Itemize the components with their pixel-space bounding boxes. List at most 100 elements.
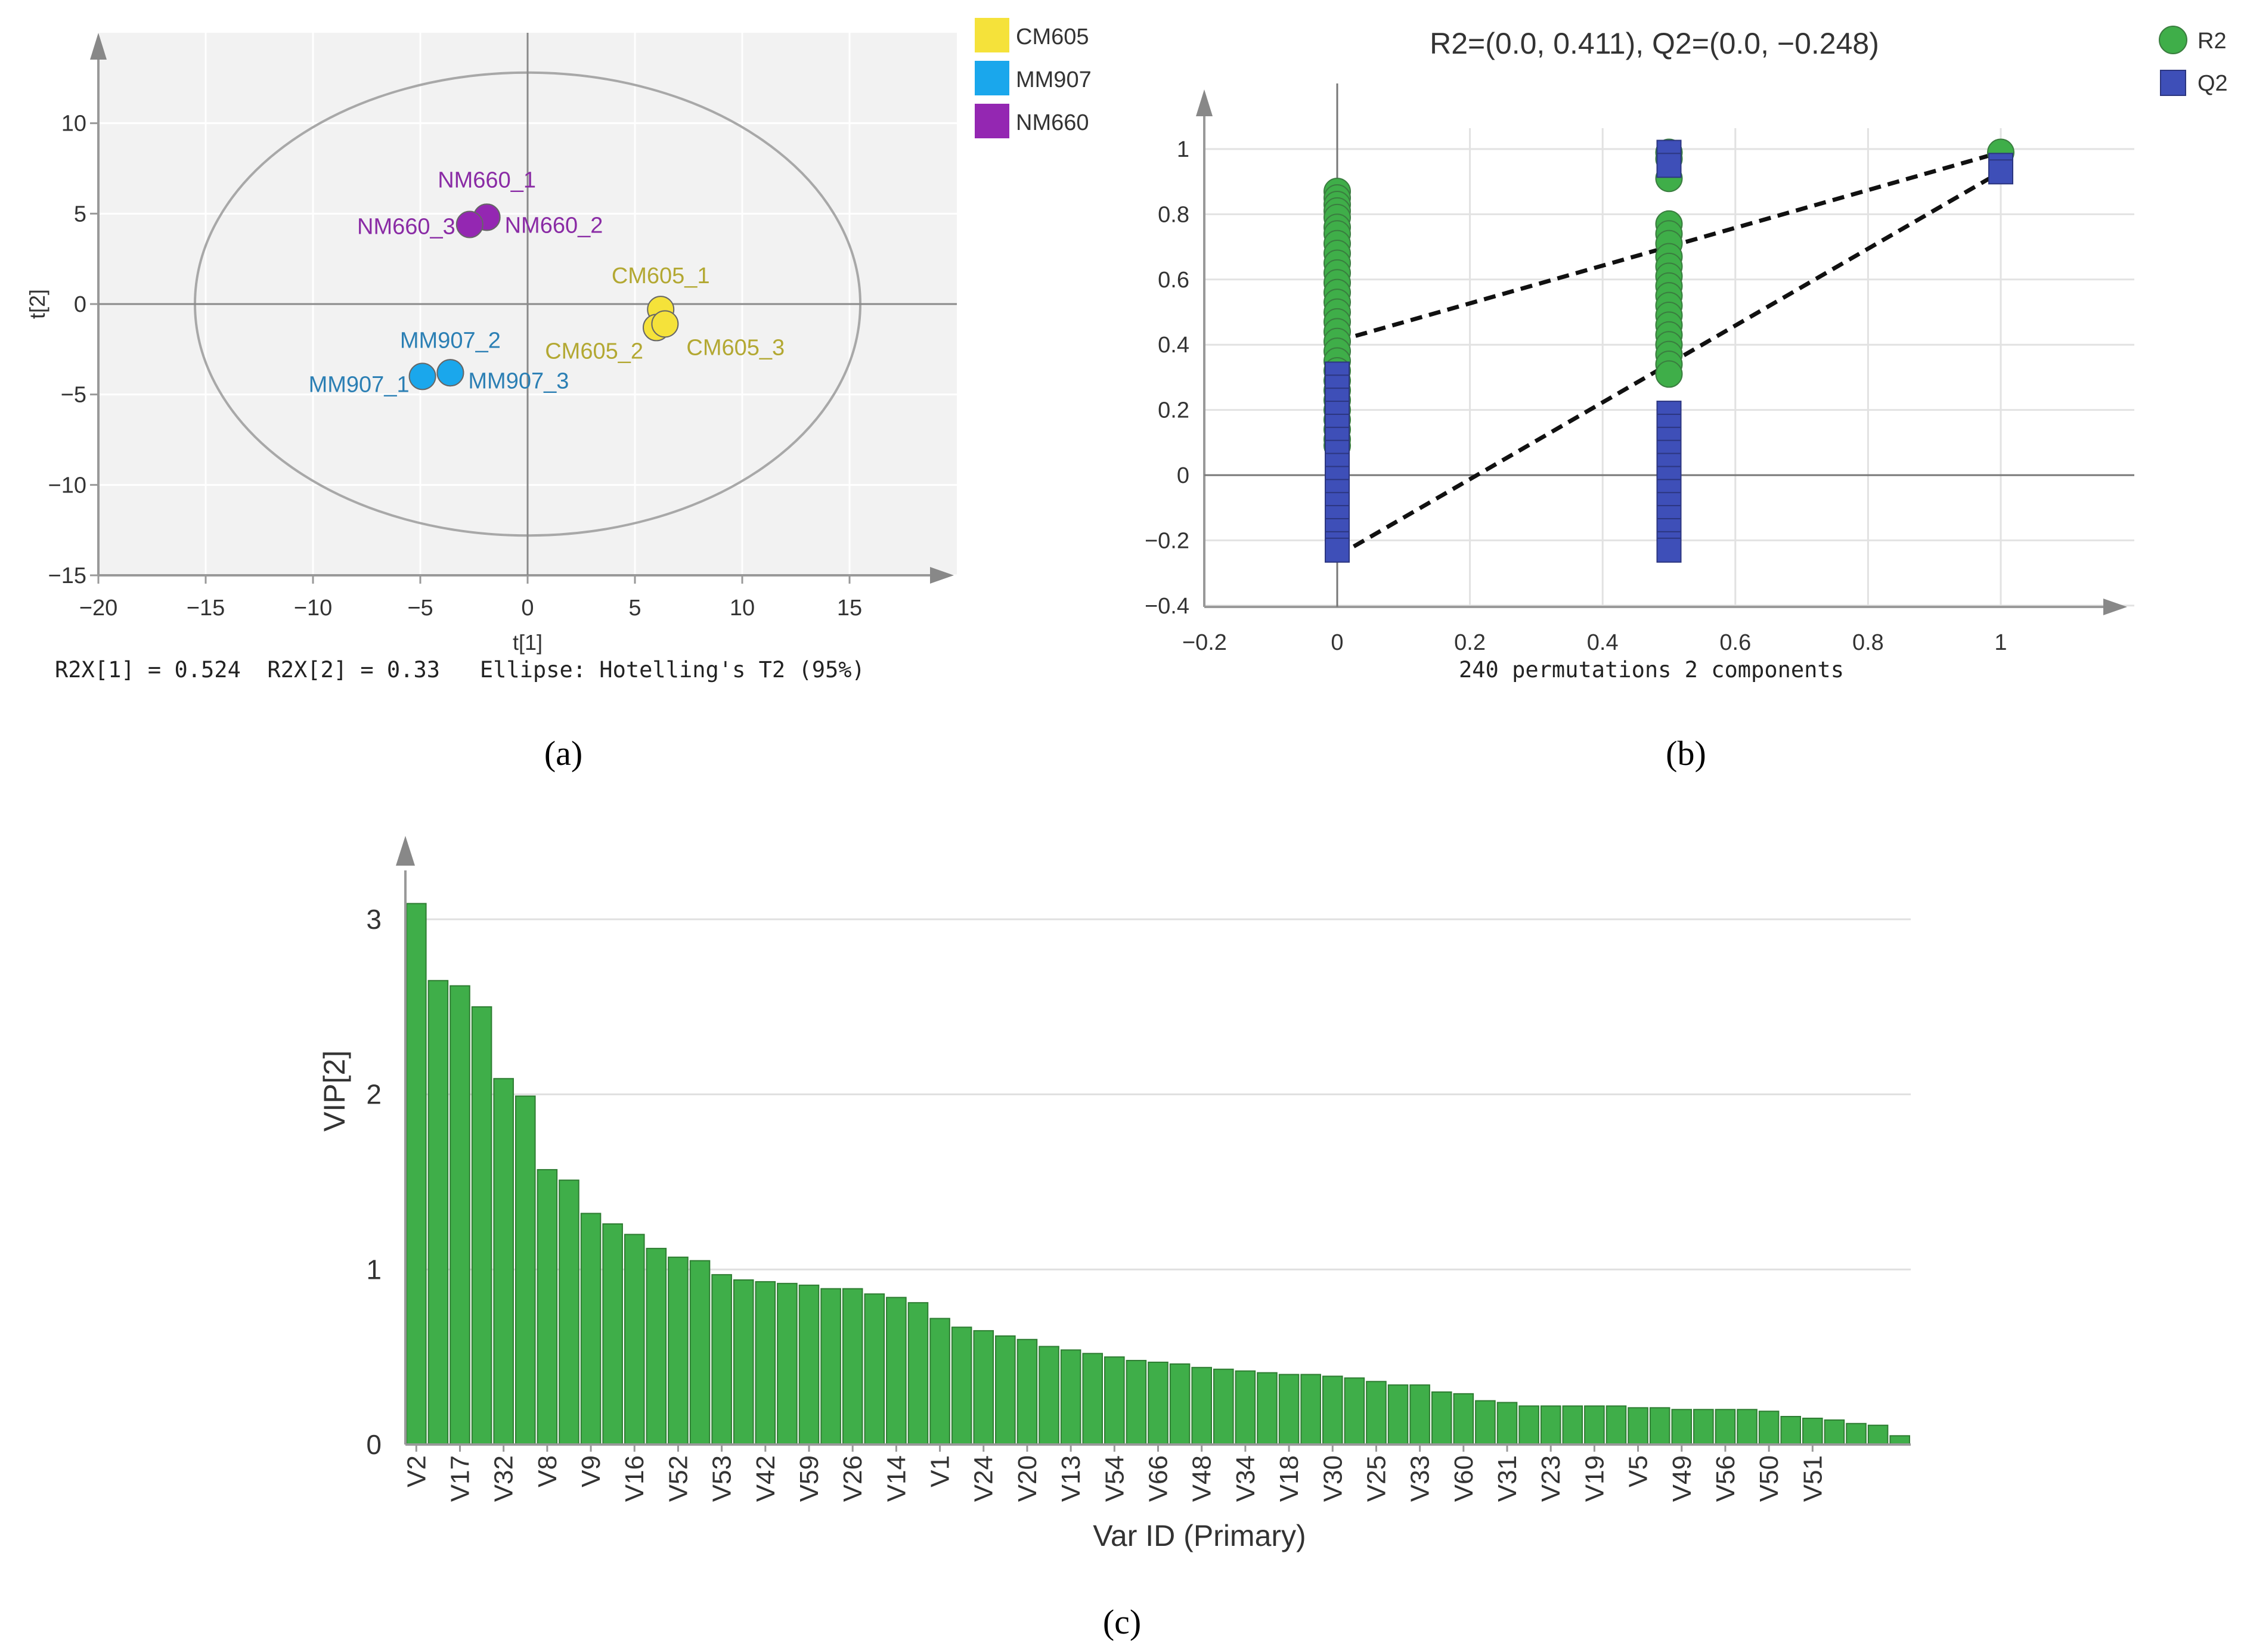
panel-c-ytick-label: 0 [366, 1429, 382, 1460]
panel-c-vip-bar-chart: 3 2 1 0 V2 V17 V32 V8 V9 V16 V52 V53 V42 V59 V26 V14 V1 V… [318, 836, 1911, 1641]
panel-c-bar [1605, 1405, 1627, 1445]
panel-c-bar [1628, 1407, 1648, 1446]
panel-c-bar [450, 985, 470, 1446]
panel-c-bar [1780, 1416, 1802, 1446]
panel-c-xtick-label: V32 [489, 1455, 519, 1502]
panel-a-caption: (a) [544, 734, 582, 773]
panel-c-bar [1824, 1419, 1845, 1446]
panel-c-bar [537, 1169, 558, 1446]
panel-c-bar [559, 1179, 579, 1446]
panel-c-bar [1300, 1374, 1321, 1446]
panel-c-xtick-label: V14 [882, 1455, 911, 1502]
panel-c-xtick-label: V26 [838, 1455, 867, 1502]
panel-c-bar [1693, 1409, 1714, 1445]
panel-c-xtick-label: V54 [1100, 1455, 1129, 1502]
panel-c-bar [951, 1326, 972, 1446]
panel-c-xtick-label: V49 [1667, 1455, 1697, 1502]
panel-b-tick-labels: −0.2 0 0.2 0.4 0.6 0.8 1 1 0.8 0.6 0.4 0.2 0 −0.2 −0.4 [1145, 137, 2007, 655]
panel-c-bar [1584, 1405, 1605, 1445]
panel-a-xlabel: t[1] [513, 630, 543, 655]
panel-c-bars [406, 903, 1910, 1446]
panel-b-x-arrow [2103, 599, 2127, 615]
panel-c-bar [1758, 1411, 1780, 1446]
panel-c-caption: (c) [1103, 1603, 1141, 1641]
panel-c-bar [1213, 1368, 1234, 1446]
panel-c-bar [1366, 1381, 1387, 1446]
panel-c-bar [427, 980, 449, 1445]
panel-c-ylabel: VIP[2] [318, 1050, 351, 1132]
panel-c-xtick-label: V9 [577, 1455, 606, 1487]
panel-b-xtick-label: 1 [1994, 630, 2007, 655]
panel-c-bar [1889, 1435, 1910, 1445]
panel-a-points [408, 203, 679, 390]
panel-b-ytick-label: 0.6 [1158, 268, 1189, 293]
panel-b-legend-q2-marker [2160, 70, 2186, 96]
panel-c-xtick-label: V51 [1798, 1455, 1827, 1502]
panel-a-label-mm907_3: MM907_3 [468, 368, 569, 393]
panel-a-point-nm660_3 [455, 210, 483, 238]
panel-c-bar [973, 1330, 994, 1446]
panel-c-xtick-label: V20 [1013, 1455, 1042, 1502]
panel-b-ytick-label: 1 [1177, 137, 1189, 162]
panel-a-label-cm605_2: CM605_2 [545, 339, 643, 364]
panel-b-caption: (b) [1666, 734, 1706, 773]
panel-a-ylabel: t[2] [25, 289, 49, 319]
panel-c-bar [1344, 1377, 1365, 1446]
panel-c-bar [995, 1335, 1016, 1446]
panel-c-xtick-label: V16 [620, 1455, 649, 1502]
panel-c-bar [1016, 1338, 1038, 1446]
panel-c-bar [1715, 1409, 1736, 1445]
panel-c-xtick-label: V5 [1624, 1455, 1653, 1487]
panel-c-bar [1737, 1409, 1758, 1445]
panel-c-bar [1649, 1407, 1670, 1446]
panel-c-bar [1496, 1402, 1518, 1446]
panel-a-legend-label-nm660: NM660 [1016, 110, 1089, 135]
panel-b-r2-point [1655, 360, 1683, 388]
panel-c-bar [1431, 1391, 1452, 1445]
panel-c-bar [1867, 1424, 1889, 1446]
panel-a-legend-swatch-cm605 [975, 18, 1009, 52]
panel-c-bar [1235, 1370, 1256, 1445]
panel-b-legend-q2-label: Q2 [2197, 71, 2228, 96]
panel-c-bar [1191, 1366, 1212, 1445]
panel-a-footer: R2X[1] = 0.524 R2X[2] = 0.33 Ellipse: Ho… [55, 657, 865, 683]
panel-c-bar [646, 1248, 667, 1445]
panel-a-xtick-label: −15 [187, 596, 225, 621]
panel-c-gridlines [405, 918, 1911, 1270]
panel-c-xtick-label: V48 [1188, 1455, 1217, 1502]
panel-a-legend-swatch-mm907 [975, 61, 1009, 95]
panel-b-xtick-label: 0.2 [1454, 630, 1486, 655]
panel-a-xtick-label: 10 [730, 596, 755, 621]
panel-c-bar [1387, 1384, 1409, 1445]
panel-c-xtick-label: V60 [1449, 1455, 1479, 1502]
panel-c-bar [1104, 1356, 1125, 1446]
panel-c-xtick-label: V33 [1406, 1455, 1435, 1502]
panel-c-bar [1039, 1346, 1059, 1445]
panel-a-label-cm605_1: CM605_1 [612, 264, 710, 289]
panel-c-bar [711, 1274, 732, 1445]
panel-a-label-nm660_3: NM660_3 [357, 215, 455, 240]
panel-c-xtick-label: V42 [751, 1455, 780, 1502]
panel-c-bar [777, 1282, 798, 1445]
panel-c-xtick-label: V66 [1144, 1455, 1173, 1502]
panel-c-bar [798, 1284, 820, 1446]
panel-c-bar [929, 1318, 950, 1446]
panel-b-q2-point [1325, 537, 1350, 563]
panel-b-xlabel: 240 permutations 2 components [1459, 657, 1844, 683]
panel-c-xtick-label: V59 [795, 1455, 824, 1502]
panel-c-bar [580, 1213, 602, 1445]
panel-b-xtick-label: −0.2 [1182, 630, 1227, 655]
panel-b-ytick-label: −0.4 [1145, 594, 1189, 619]
panel-c-bar [1562, 1405, 1583, 1445]
panel-c-xtick-label: V1 [926, 1455, 955, 1487]
panel-c-xlabel: Var ID (Primary) [1093, 1519, 1306, 1552]
panel-c-xtick-label: V52 [664, 1455, 693, 1502]
panel-c-bar [864, 1293, 885, 1446]
panel-a-label-mm907_2: MM907_2 [400, 328, 501, 353]
panel-c-xtick-label: V8 [533, 1455, 562, 1487]
panel-b-ytick-label: 0 [1177, 463, 1189, 488]
panel-c-ytick-label: 3 [366, 904, 382, 935]
panel-a-ytick-label: 10 [61, 111, 86, 137]
panel-c-xtick-label: V25 [1362, 1455, 1391, 1502]
